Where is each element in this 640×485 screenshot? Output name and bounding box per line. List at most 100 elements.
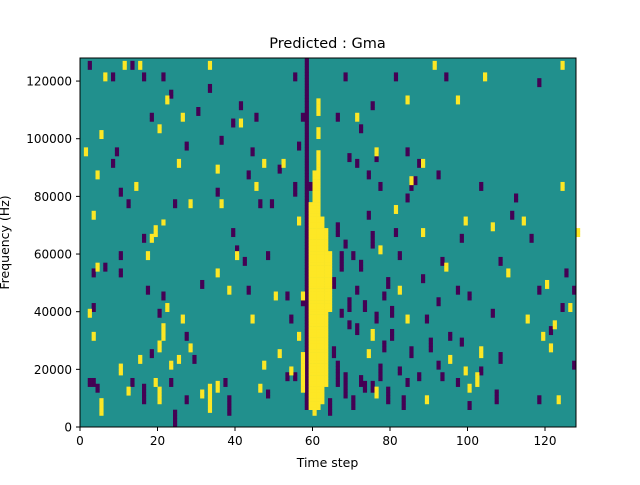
y-axis-label: Frequency (Hz) [0, 195, 12, 289]
heatmap-cell-low [184, 141, 189, 145]
heatmap-cell-low [331, 279, 337, 284]
heatmap-cell-low [103, 268, 108, 272]
heatmap-cell-low [246, 285, 251, 289]
heatmap-cell-low [393, 230, 399, 235]
heatmap-cell-low [304, 130, 309, 134]
heatmap-cell-low [498, 354, 503, 359]
heatmap-cell-high [378, 251, 383, 255]
heatmap-cell-high [308, 294, 313, 298]
heatmap-cell-low [455, 285, 461, 289]
heatmap-cell-high [316, 369, 321, 373]
heatmap-cell-low [304, 176, 309, 180]
heatmap-cell-high [328, 268, 333, 272]
heatmap-cell-high [316, 104, 321, 108]
heatmap-cell-low [304, 190, 309, 194]
heatmap-cell-low [455, 383, 461, 387]
heatmap-cell-high [312, 233, 317, 238]
heatmap-cell-low [393, 228, 399, 232]
heatmap-cell-high [421, 158, 426, 163]
heatmap-cell-low [514, 196, 519, 200]
heatmap-cell-high [568, 303, 573, 307]
heatmap-cell-high [308, 320, 313, 324]
heatmap-cell-low [351, 251, 356, 255]
heatmap-cell-high [444, 265, 449, 269]
heatmap-cell-high [455, 95, 461, 99]
heatmap-cell-high [316, 107, 321, 111]
heatmap-cell-high [297, 331, 302, 336]
heatmap-cell-high [297, 334, 302, 338]
heatmap-cell-low [304, 279, 309, 284]
heatmap-cell-high [320, 230, 325, 235]
heatmap-cell-low [413, 176, 418, 180]
heatmap-cell-high [316, 360, 321, 364]
x-tick-label: 100 [456, 434, 479, 448]
heatmap-cell-low [401, 395, 406, 399]
heatmap-cell-high [312, 343, 317, 347]
heatmap-cell-high [424, 398, 430, 402]
heatmap-cell-low [428, 343, 433, 347]
heatmap-cell-high [374, 386, 379, 390]
heatmap-cell-high [324, 291, 329, 295]
heatmap-cell-high [308, 271, 313, 275]
heatmap-cell-low [370, 236, 375, 240]
heatmap-cell-low [304, 118, 309, 122]
heatmap-cell-high [324, 363, 329, 367]
heatmap-cell-low [467, 406, 472, 410]
heatmap-cell-low [417, 377, 422, 382]
heatmap-cell-low [339, 308, 344, 312]
heatmap-cell-high [397, 285, 402, 289]
heatmap-cell-high [312, 277, 317, 281]
heatmap-cell-high [312, 305, 317, 310]
heatmap-cell-low [359, 259, 364, 263]
heatmap-cell-low [161, 72, 166, 76]
heatmap-cell-low [207, 83, 213, 88]
heatmap-cell-low [417, 158, 422, 163]
heatmap-cell-high [320, 242, 325, 246]
heatmap-cell-high [316, 340, 321, 344]
heatmap-cell-high [328, 288, 333, 292]
heatmap-cell-low [231, 124, 236, 128]
heatmap-cell-low [184, 337, 189, 341]
heatmap-cell-low [269, 202, 275, 206]
heatmap-cell-high [320, 317, 325, 321]
heatmap-cell-low [417, 164, 422, 168]
heatmap-cell-high [556, 398, 561, 402]
heatmap-cell-low [405, 153, 410, 157]
heatmap-cell-low [347, 153, 352, 157]
heatmap-cell-low [285, 372, 290, 376]
heatmap-cell-high [316, 193, 321, 197]
heatmap-cell-low [362, 300, 368, 304]
heatmap-cell-high [312, 386, 317, 390]
heatmap-cell-low [393, 233, 399, 238]
heatmap-cell-high [308, 259, 313, 263]
heatmap-cell-high [316, 279, 321, 284]
heatmap-cell-low [304, 360, 309, 364]
heatmap-cell-high [320, 389, 325, 393]
heatmap-cell-high [521, 216, 526, 220]
heatmap-cell-high [308, 340, 313, 344]
heatmap-cell-high [316, 265, 321, 269]
heatmap-cell-high [238, 118, 244, 122]
heatmap-cell-high [409, 181, 414, 186]
heatmap-cell-high [138, 354, 143, 359]
heatmap-cell-high [238, 121, 244, 125]
heatmap-cell-low [347, 320, 352, 324]
heatmap-cell-high [219, 205, 224, 209]
heatmap-cell-high [312, 207, 317, 212]
heatmap-cell-high [324, 311, 329, 315]
chart-title: Predicted : Gma [269, 36, 385, 52]
heatmap-cell-high [316, 153, 321, 157]
heatmap-cell-high [176, 360, 182, 364]
heatmap-cell-high [180, 115, 185, 119]
heatmap-cell-low [378, 377, 383, 382]
heatmap-cell-low [490, 308, 495, 312]
heatmap-cell-low [304, 225, 309, 229]
heatmap-cell-low [304, 254, 309, 258]
heatmap-cell-high [122, 66, 127, 70]
heatmap-cell-high [463, 222, 468, 226]
heatmap-cell-high [149, 239, 154, 243]
heatmap-cell-low [277, 164, 282, 168]
heatmap-cell-low [304, 92, 309, 96]
heatmap-cell-high [308, 303, 313, 307]
heatmap-cell-high [320, 363, 325, 367]
